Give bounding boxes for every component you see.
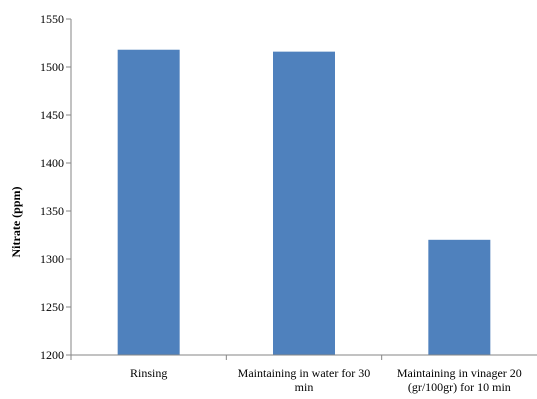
bar (428, 239, 491, 355)
y-axis-ticks: 1200 1250 1300 1350 1400 1450 1500 1550 (40, 12, 71, 362)
y-tick-label: 1550 (40, 12, 64, 26)
y-tick-label: 1350 (40, 204, 64, 218)
bars (117, 49, 491, 355)
y-tick-label: 1250 (40, 300, 64, 314)
x-category-label: Rinsing (130, 366, 167, 380)
x-category-label: Maintaining in water for 30 (238, 366, 371, 380)
y-axis-title: Nitrate (ppm) (9, 187, 23, 258)
x-category-label: min (295, 380, 314, 394)
bar (117, 49, 180, 355)
y-tick-label: 1300 (40, 252, 64, 266)
y-tick-label: 1450 (40, 108, 64, 122)
y-tick-label: 1200 (40, 348, 64, 362)
y-tick-label: 1400 (40, 156, 64, 170)
bar (273, 51, 335, 355)
x-category-label: Maintaining in vinager 20 (397, 366, 522, 380)
x-axis-ticks (70, 355, 383, 360)
y-tick-label: 1500 (40, 60, 64, 74)
x-category-label: (gr/100gr) for 10 min (408, 380, 511, 394)
